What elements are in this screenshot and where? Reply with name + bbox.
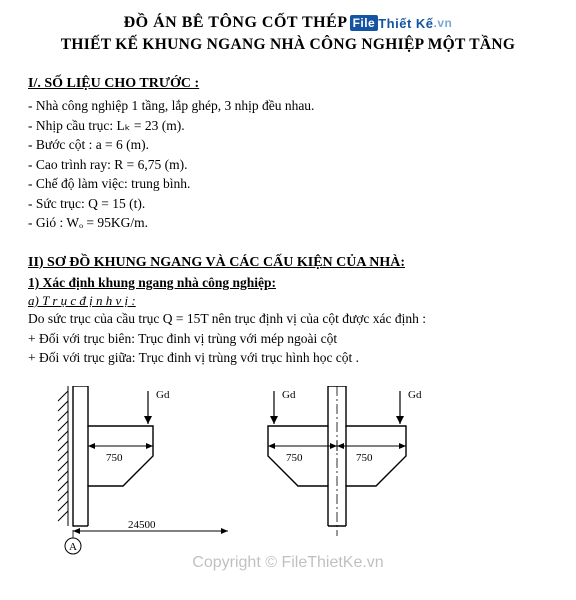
load-label: Gd xyxy=(282,389,296,401)
dim-label: 750 xyxy=(286,452,303,464)
sec1-item: - Chế độ làm việc: trung bình. xyxy=(28,174,548,194)
logo-vn: .vn xyxy=(434,16,453,30)
page-subtitle: THIẾT KẾ KHUNG NGANG NHÀ CÔNG NGHIỆP MỘT… xyxy=(28,36,548,54)
sec2-line: + Đối với trục biên: Trục đinh vị trùng … xyxy=(28,329,548,349)
page-title: ĐỒ ÁN BÊ TÔNG CỐT THÉP xyxy=(124,14,348,32)
dim-label: 750 xyxy=(106,452,123,464)
load-label: Gd xyxy=(156,389,170,401)
logo-text: Thiết Kế xyxy=(378,16,433,31)
watermark: Copyright © FileThietKe.vn xyxy=(0,554,576,572)
sec1-item: - Nhà công nghiệp 1 tầng, lắp ghép, 3 nh… xyxy=(28,96,548,116)
sec1-item: - Nhịp cầu trục: Lₖ = 23 (m). xyxy=(28,116,548,136)
sec1-item: - Gió : Wₒ = 95KG/m. xyxy=(28,213,548,233)
sec1-item: - Sức trục: Q = 15 (t). xyxy=(28,194,548,214)
bottom-dimension: 24500 xyxy=(73,519,228,534)
dim-label: 750 xyxy=(356,452,373,464)
section-2-sub: 1) Xác định khung ngang nhà công nghiệp: xyxy=(28,275,548,291)
dim-label: 24500 xyxy=(128,519,156,531)
sec2-line: Do sức trục của cầu trục Q = 15T nên trụ… xyxy=(28,309,548,329)
sec1-item: - Bước cột : a = 6 (m). xyxy=(28,135,548,155)
section-1-heading: I/. SỐ LIỆU CHO TRƯỚC : xyxy=(28,76,548,92)
section-2-heading: II) SƠ ĐỒ KHUNG NGANG VÀ CÁC CẤU KIỆN CỦ… xyxy=(28,255,548,271)
sec2-line: + Đối với trục giữa: Trục đinh vị trùng … xyxy=(28,348,548,368)
logo-file-box: File xyxy=(350,15,379,31)
frame-diagram: Gd 750 A Gd xyxy=(28,386,548,556)
axis-label: A xyxy=(69,541,77,553)
center-column: Gd Gd 750 750 xyxy=(268,386,422,536)
load-label: Gd xyxy=(408,389,422,401)
logo: File Thiết Kế .vn xyxy=(350,15,453,31)
section-2-a: a) T r ụ c đ ị n h v ị : xyxy=(28,293,548,309)
sec1-item: - Cao trình ray: R = 6,75 (m). xyxy=(28,155,548,175)
